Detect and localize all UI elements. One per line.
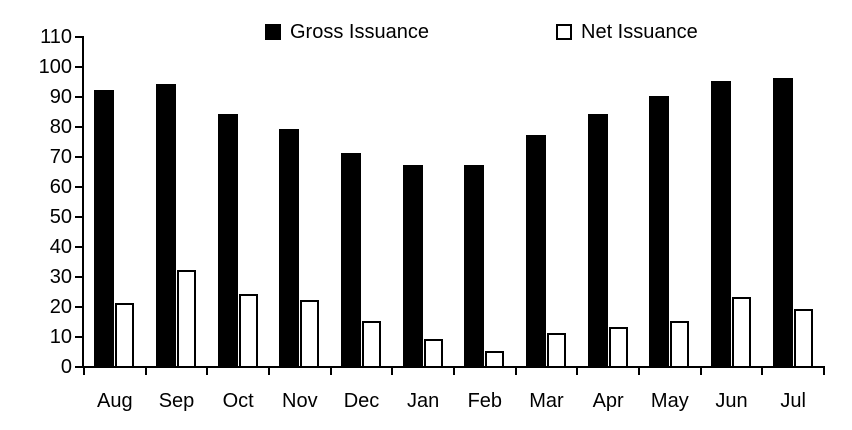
x-axis-tick [761, 368, 764, 375]
y-axis-label: 20 [49, 296, 72, 318]
x-axis-tick [699, 368, 702, 375]
bar-net-apr [608, 327, 628, 366]
x-axis-label: Jul [780, 390, 806, 412]
bar-net-oct [238, 294, 258, 366]
y-axis-label: 30 [49, 266, 72, 288]
bar-gross-jan [402, 165, 423, 366]
y-axis-label: 110 [40, 26, 72, 48]
gross-issuance-swatch-icon [265, 24, 281, 40]
bar-gross-may [649, 96, 670, 366]
y-axis-tick [75, 96, 82, 98]
y-axis-label: 60 [49, 176, 72, 198]
y-axis-tick [75, 246, 82, 248]
y-axis-tick [75, 276, 82, 278]
y-axis-tick [75, 216, 82, 218]
x-axis-tick [514, 368, 517, 375]
x-axis-tick [267, 368, 270, 375]
bar-gross-jul [772, 78, 793, 366]
y-axis-label: 80 [49, 116, 72, 138]
x-axis-label: Dec [343, 390, 380, 412]
x-axis-tick [391, 368, 394, 375]
bar-gross-jun [710, 81, 731, 366]
bar-net-sep [176, 270, 196, 366]
y-axis-label: 0 [60, 356, 72, 378]
bar-net-jun [731, 297, 751, 366]
bar-gross-nov [279, 129, 300, 366]
x-axis-line [82, 366, 825, 368]
bar-gross-dec [340, 153, 361, 366]
y-axis-label: 70 [49, 146, 72, 168]
x-axis-label: Nov [282, 390, 318, 412]
x-axis-tick [822, 368, 825, 375]
x-axis-tick [206, 368, 209, 375]
y-axis-label: 40 [49, 236, 72, 258]
x-axis-tick [83, 368, 85, 375]
bar-gross-oct [217, 114, 238, 366]
legend-label-net: Net Issuance [581, 21, 698, 43]
y-axis-tick [75, 336, 82, 338]
x-axis-tick [576, 368, 579, 375]
x-axis-label: May [650, 390, 689, 412]
bar-gross-sep [155, 84, 176, 366]
x-axis-tick [637, 368, 640, 375]
y-axis-label: 50 [49, 206, 72, 228]
x-axis-label: Jan [407, 390, 440, 412]
x-axis-label: Apr [592, 390, 624, 412]
legend-label-gross: Gross Issuance [290, 21, 429, 43]
bar-net-may [670, 321, 690, 366]
x-axis-label: Mar [529, 390, 564, 412]
y-axis-tick [75, 66, 82, 68]
y-axis-line [82, 36, 84, 368]
bar-net-nov [300, 300, 320, 366]
bar-gross-feb [464, 165, 485, 366]
x-axis-label: Sep [158, 390, 195, 412]
net-issuance-swatch-icon [556, 24, 572, 40]
y-axis-tick [75, 36, 82, 38]
y-axis-label: 100 [38, 56, 72, 78]
x-axis-label: Aug [97, 390, 133, 412]
x-axis-label: Feb [467, 390, 503, 412]
y-axis-tick [75, 126, 82, 128]
bar-net-mar [546, 333, 566, 366]
y-axis-tick [75, 366, 82, 368]
y-axis-tick [75, 186, 82, 188]
bar-net-feb [485, 351, 505, 366]
x-axis-label: Jun [715, 390, 748, 412]
x-axis-tick [452, 368, 455, 375]
x-axis-label: Oct [222, 390, 254, 412]
legend-item-net: Net Issuance [556, 18, 698, 46]
y-axis-label: 10 [49, 326, 72, 348]
bar-net-jul [793, 309, 813, 366]
bar-net-jan [423, 339, 443, 366]
bar-net-dec [361, 321, 381, 366]
bar-net-aug [115, 303, 135, 366]
x-axis-tick [329, 368, 332, 375]
y-axis-tick [75, 306, 82, 308]
x-axis-tick [144, 368, 147, 375]
bar-gross-aug [94, 90, 115, 366]
bar-gross-mar [525, 135, 546, 366]
legend-item-gross: Gross Issuance [265, 18, 429, 46]
bar-gross-apr [587, 114, 608, 366]
y-axis-tick [75, 156, 82, 158]
y-axis-label: 90 [49, 86, 72, 108]
